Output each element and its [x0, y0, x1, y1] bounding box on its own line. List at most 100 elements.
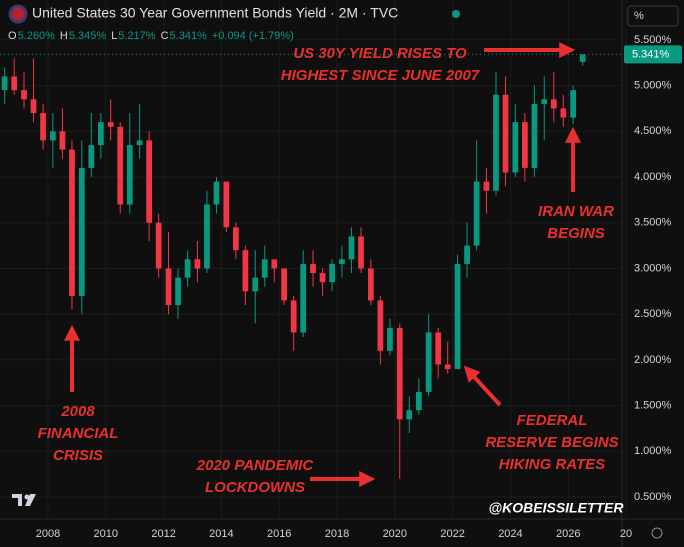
price-tag-label: 5.341%	[632, 48, 670, 60]
candle-body	[531, 103, 538, 168]
candle-body	[300, 263, 307, 333]
annotation: US 30Y YIELD RISES TO	[293, 45, 467, 62]
candle-body	[98, 122, 104, 146]
ohlc-value: 5.341%	[170, 30, 208, 42]
candle-body	[329, 263, 335, 283]
y-tick-label: 3.500%	[634, 217, 672, 229]
candle-body	[493, 94, 499, 191]
annotation: CRISIS	[53, 447, 103, 464]
candle-body	[319, 273, 326, 283]
arrows	[64, 42, 581, 487]
annotation: FINANCIAL	[38, 425, 119, 442]
annotation: FEDERAL	[517, 412, 588, 429]
annotation: HIKING RATES	[499, 456, 605, 473]
x-tick-label: 2022	[440, 528, 464, 540]
watermark: @KOBEISSILETTER	[489, 500, 625, 516]
price-tag	[624, 45, 682, 64]
candle-body	[11, 76, 18, 91]
scale-button[interactable]	[627, 5, 679, 27]
candle-body	[406, 410, 413, 420]
candle-body	[232, 227, 239, 251]
candle-body	[184, 259, 191, 278]
settings-icon[interactable]	[651, 527, 663, 539]
candle-body	[560, 108, 567, 118]
candle-body	[107, 122, 114, 127]
ohlc-key: O	[8, 30, 17, 42]
candle-body	[435, 332, 442, 365]
candle-body	[271, 259, 278, 269]
candle-body	[522, 122, 528, 168]
candle-body	[579, 54, 586, 62]
x-tick-label: 2010	[94, 528, 118, 540]
ohlc-value: 5.345%	[69, 30, 107, 42]
candle-body	[252, 277, 259, 292]
candle-body	[415, 391, 422, 411]
candle-body	[30, 99, 37, 114]
ohlc-key: H	[60, 30, 68, 42]
candle-body	[136, 140, 143, 146]
candle-body	[40, 113, 46, 141]
ohlc-key: C	[161, 30, 169, 42]
candle-body	[483, 181, 490, 191]
y-tick-label: 4.000%	[634, 171, 672, 183]
annotation: 2008	[60, 403, 95, 420]
candle-body	[50, 131, 56, 141]
ohlc-change: +0.094 (+1.79%)	[212, 30, 294, 42]
annotation: BEGINS	[547, 225, 605, 242]
candle-body	[261, 259, 268, 278]
candle-body	[59, 131, 66, 150]
candle-body	[1, 76, 8, 91]
x-tick-label: 2020	[383, 528, 407, 540]
x-tick-label: 2026	[556, 528, 580, 540]
candle-body	[367, 268, 374, 301]
candle-body	[512, 122, 519, 173]
annotation: LOCKDOWNS	[205, 479, 305, 496]
scale-button-label[interactable]: %	[634, 10, 644, 22]
candle-body	[570, 90, 577, 118]
candle-body	[358, 236, 364, 269]
candle-body	[88, 145, 95, 168]
candle-body	[126, 145, 133, 205]
annotation: 2020 PANDEMIC	[196, 457, 315, 474]
y-tick-label: 5.500%	[634, 34, 672, 46]
candle-body	[550, 99, 557, 109]
y-tick-label: 0.500%	[634, 491, 672, 503]
candle-body	[290, 300, 297, 333]
candle-body	[175, 277, 181, 306]
annotation: IRAN WAR	[538, 203, 614, 220]
candle-body	[387, 327, 393, 351]
ohlc-value: 5.217%	[118, 30, 156, 42]
candle-body	[425, 332, 432, 392]
x-tick-label: 2012	[151, 528, 175, 540]
live-dot	[452, 10, 460, 18]
flag-icon	[8, 4, 28, 24]
candle-body	[310, 263, 316, 274]
candle-body	[541, 99, 548, 104]
y-tick-label: 3.000%	[634, 262, 672, 274]
candle-body	[204, 204, 210, 269]
candle-body	[339, 259, 345, 264]
x-tick-label: 2018	[325, 528, 349, 540]
candle-body	[242, 250, 249, 292]
x-tick-label: 2024	[498, 528, 522, 540]
candle-body	[377, 300, 384, 351]
candle-body	[473, 181, 480, 246]
candle-body	[78, 167, 85, 296]
y-tick-label: 4.500%	[634, 125, 672, 137]
ohlc-value: 5.260%	[18, 30, 56, 42]
x-tick-label: 2014	[209, 528, 233, 540]
candle-body	[454, 263, 461, 370]
y-tick-label: 5.000%	[634, 80, 672, 92]
candle-body	[155, 222, 162, 269]
candle-body	[396, 327, 403, 420]
candle-body	[146, 140, 153, 223]
tv-logo	[12, 494, 36, 506]
y-tick-label: 2.500%	[634, 308, 672, 320]
candle-body	[194, 259, 201, 269]
candle-body	[464, 245, 470, 264]
y-tick-label: 1.000%	[634, 445, 672, 457]
y-tick-label: 1.500%	[634, 400, 672, 412]
candle-body	[213, 181, 220, 205]
